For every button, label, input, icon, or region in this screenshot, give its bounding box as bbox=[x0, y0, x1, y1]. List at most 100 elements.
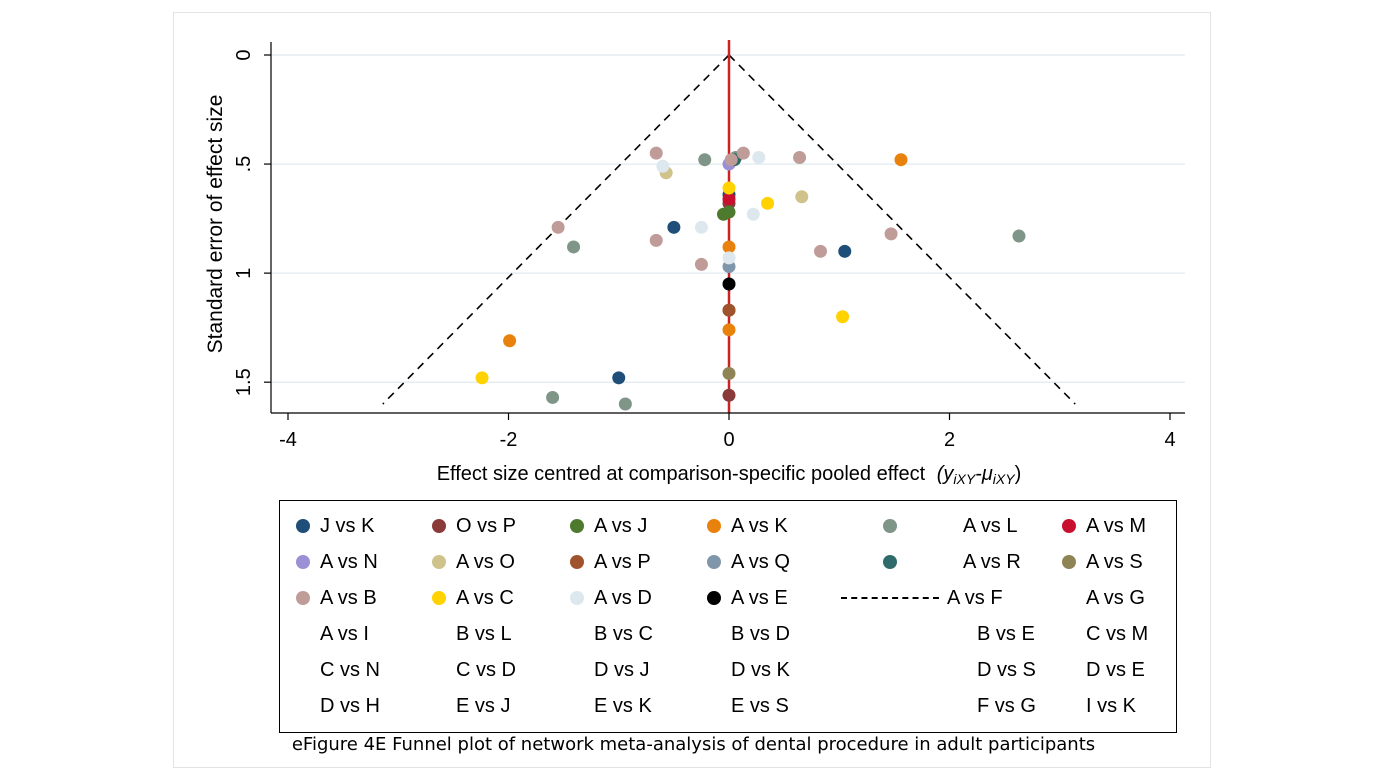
data-point bbox=[736, 146, 750, 160]
legend-label: A vs E bbox=[731, 586, 788, 609]
funnel-plot: 0 .5 1 1.5 -4 -2 0 2 4 Effect size centred at co… bbox=[204, 40, 1185, 487]
x-tick-label: -2 bbox=[500, 429, 518, 451]
legend-item: A vs I bbox=[292, 619, 369, 649]
data-point bbox=[894, 153, 908, 167]
legend-item: A vs N bbox=[292, 547, 378, 577]
legend-item: I vs K bbox=[1058, 691, 1136, 721]
legend-item: D vs J bbox=[566, 655, 650, 685]
legend-item: E vs J bbox=[428, 691, 510, 721]
data-point bbox=[836, 310, 850, 324]
legend-marker-dot bbox=[1062, 519, 1076, 533]
legend-item: A vs P bbox=[566, 547, 651, 577]
data-point bbox=[752, 151, 766, 165]
legend-label: A vs L bbox=[963, 514, 1018, 537]
legend-item: A vs J bbox=[566, 511, 647, 541]
legend-marker-dot bbox=[883, 519, 897, 533]
data-point bbox=[649, 146, 663, 160]
legend-label: C vs N bbox=[320, 658, 380, 681]
legend-label: D vs J bbox=[594, 658, 650, 681]
legend-item: A vs K bbox=[703, 511, 788, 541]
data-point bbox=[551, 220, 565, 234]
legend-item: A vs E bbox=[703, 583, 788, 613]
legend-key bbox=[428, 583, 454, 613]
legend-key bbox=[949, 619, 975, 649]
legend-marker-dot bbox=[1062, 555, 1076, 569]
legend-key bbox=[428, 619, 454, 649]
y-tick-label: 1 bbox=[233, 268, 255, 279]
data-point bbox=[722, 251, 736, 265]
legend-marker-dot bbox=[883, 555, 897, 569]
legend-marker-dot bbox=[570, 519, 584, 533]
data-point bbox=[698, 153, 712, 167]
legend-label: A vs B bbox=[320, 586, 377, 609]
legend-label: A vs K bbox=[731, 514, 788, 537]
legend: J vs K O vs P A vs J A vs K A vs L A vs M A vs… bbox=[279, 500, 1177, 733]
data-point bbox=[649, 233, 663, 247]
legend-label: B vs C bbox=[594, 622, 653, 645]
legend-label: E vs K bbox=[594, 694, 652, 717]
legend-item: D vs S bbox=[949, 655, 1036, 685]
legend-label: O vs P bbox=[456, 514, 517, 537]
legend-label: A vs I bbox=[320, 622, 369, 645]
legend-label: A vs O bbox=[456, 550, 515, 573]
data-point bbox=[618, 397, 632, 411]
legend-marker-dot bbox=[432, 519, 446, 533]
data-point bbox=[746, 207, 760, 221]
legend-key bbox=[1058, 691, 1084, 721]
data-point bbox=[475, 371, 489, 385]
legend-key bbox=[1058, 583, 1084, 613]
legend-key bbox=[428, 655, 454, 685]
y-tick-label: 1.5 bbox=[233, 368, 255, 396]
legend-item: A vs L bbox=[879, 511, 1017, 541]
legend-item: A vs C bbox=[428, 583, 514, 613]
legend-item: E vs S bbox=[703, 691, 789, 721]
legend-key bbox=[292, 655, 318, 685]
x-tick-label: -4 bbox=[279, 429, 297, 451]
legend-marker-dash bbox=[841, 597, 939, 599]
legend-key bbox=[292, 619, 318, 649]
data-point bbox=[694, 257, 708, 271]
legend-item: B vs E bbox=[949, 619, 1035, 649]
legend-label: F vs G bbox=[977, 694, 1036, 717]
figure-frame bbox=[173, 12, 1211, 768]
legend-item: C vs D bbox=[428, 655, 516, 685]
legend-marker-dot bbox=[707, 519, 721, 533]
legend-key bbox=[292, 691, 318, 721]
legend-marker-dot bbox=[296, 555, 310, 569]
legend-key bbox=[566, 547, 592, 577]
data-point bbox=[722, 388, 736, 402]
legend-marker-dot bbox=[432, 591, 446, 605]
legend-key bbox=[1058, 547, 1084, 577]
legend-item: D vs E bbox=[1058, 655, 1145, 685]
legend-label: E vs S bbox=[731, 694, 789, 717]
data-point bbox=[656, 159, 670, 173]
legend-marker-dot bbox=[432, 555, 446, 569]
legend-item: A vs G bbox=[1058, 583, 1145, 613]
data-point bbox=[722, 277, 736, 291]
legend-label: B vs D bbox=[731, 622, 790, 645]
legend-label: I vs K bbox=[1086, 694, 1137, 717]
data-point bbox=[724, 153, 738, 167]
data-point bbox=[722, 323, 736, 337]
legend-key bbox=[879, 547, 905, 577]
legend-label: A vs S bbox=[1086, 550, 1143, 573]
legend-label: A vs C bbox=[456, 586, 514, 609]
legend-label: D vs S bbox=[977, 658, 1036, 681]
y-axis-label: Standard error of effect size bbox=[204, 95, 227, 354]
legend-item: J vs K bbox=[292, 511, 374, 541]
legend-item: F vs G bbox=[949, 691, 1036, 721]
data-point bbox=[884, 227, 898, 241]
legend-label: C vs D bbox=[456, 658, 516, 681]
figure-caption: eFigure 4E Funnel plot of network meta-a… bbox=[291, 734, 1096, 755]
data-point bbox=[838, 244, 852, 258]
data-point bbox=[567, 240, 581, 254]
legend-key bbox=[703, 691, 729, 721]
data-point bbox=[667, 220, 681, 234]
legend-marker-dot bbox=[707, 555, 721, 569]
data-point bbox=[793, 151, 807, 165]
legend-item: B vs D bbox=[703, 619, 790, 649]
legend-label: A vs F bbox=[947, 586, 1003, 609]
legend-key bbox=[292, 583, 318, 613]
legend-key bbox=[566, 619, 592, 649]
data-point bbox=[722, 303, 736, 317]
